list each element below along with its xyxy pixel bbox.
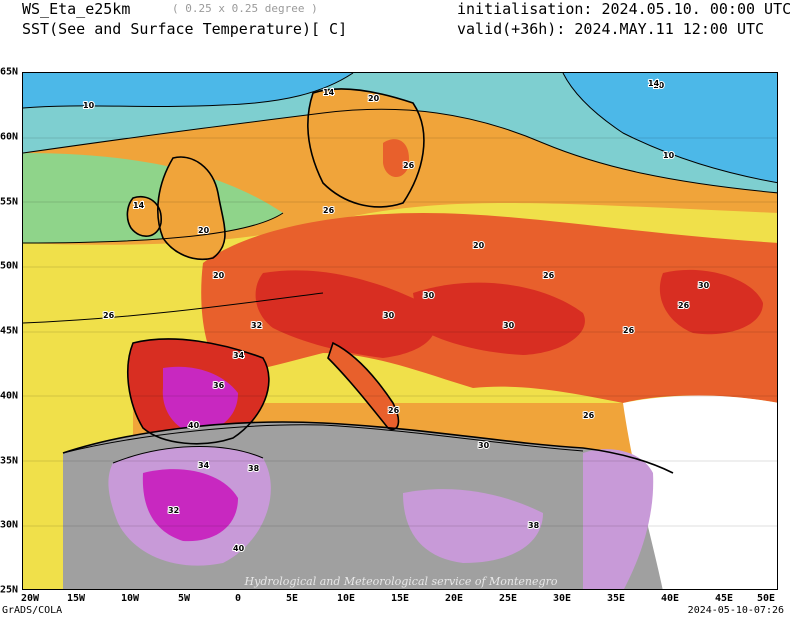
contour-label: 26	[388, 406, 400, 415]
contour-label: 40	[233, 544, 245, 553]
lat-tick-label: 65N	[0, 66, 19, 78]
contour-lines	[23, 73, 777, 464]
contour-label: 20	[473, 241, 485, 250]
contour-label: 26	[103, 311, 115, 320]
contour-label: 26	[678, 301, 690, 310]
lon-tick-label: 40E	[660, 593, 680, 604]
contour-label: 38	[528, 521, 540, 530]
lon-tick-label: 0	[234, 593, 242, 604]
contour-label: 26	[543, 271, 555, 280]
contour-label: 20	[198, 226, 210, 235]
lat-tick-label: 40N	[0, 390, 19, 402]
lon-tick-label: 20E	[444, 593, 464, 604]
lat-tick-label: 45N	[0, 325, 19, 337]
lon-tick-label: 45E	[714, 593, 734, 604]
levant-hot-zone	[583, 449, 654, 589]
scandinavia-land	[307, 88, 424, 207]
contour-label: 38	[248, 464, 260, 473]
sst-map: Hydrological and Meteorological service …	[22, 72, 778, 590]
ireland-land	[127, 196, 162, 237]
contour-label: 26	[583, 411, 595, 420]
lon-tick-label: 15E	[390, 593, 410, 604]
lon-tick-label: 5W	[177, 593, 191, 604]
italy-land	[328, 343, 399, 430]
lon-tick-label: 10W	[120, 593, 140, 604]
contour-label: 30	[503, 321, 515, 330]
contour-label: 26	[623, 326, 635, 335]
contour-label: 26	[323, 206, 335, 215]
russia-cold-zone	[563, 73, 777, 183]
contour-label: 30	[423, 291, 435, 300]
contour-label: 30	[698, 281, 710, 290]
lat-tick-label: 30N	[0, 519, 19, 531]
contour-label: 14	[133, 201, 145, 210]
contour-label: 20	[213, 271, 225, 280]
sst-map-svg: Hydrological and Meteorological service …	[23, 73, 777, 589]
contour-label: 32	[251, 321, 262, 330]
atlas-hottest-zone	[142, 469, 238, 542]
init-time: initialisation: 2024.05.10. 00:00 UTC	[457, 0, 792, 18]
lat-tick-label: 60N	[0, 131, 19, 143]
contour-label: 30	[478, 441, 490, 450]
watermark-text: Hydrological and Meteorological service …	[244, 575, 558, 588]
contour-label: 34	[198, 461, 210, 470]
lon-tick-label: 5E	[285, 593, 299, 604]
model-name: WS_Eta_e25km	[22, 0, 131, 18]
contour-label: 34	[233, 351, 245, 360]
middle-east-blank	[623, 395, 777, 589]
footer-software: GrADS/COLA	[2, 605, 63, 616]
lon-tick-label: 50E	[756, 593, 776, 604]
contour-label: 20	[368, 94, 380, 103]
contour-label: 10	[83, 101, 95, 110]
lat-tick-label: 50N	[0, 260, 19, 272]
contour-label: 32	[168, 506, 179, 515]
lon-tick-label: 20W	[20, 593, 40, 604]
contour-label: 36	[213, 381, 225, 390]
contour-label: 40	[188, 421, 200, 430]
grid-resolution: ( 0.25 x 0.25 degree )	[172, 2, 318, 15]
contour-label: 10	[653, 81, 665, 90]
lon-tick-label: 35E	[606, 593, 626, 604]
lon-tick-label: 15W	[66, 593, 86, 604]
lon-tick-label: 10E	[336, 593, 356, 604]
black-sea-east-hot-zone	[659, 269, 763, 335]
valid-time: valid(+36h): 2024.MAY.11 12:00 UTC	[457, 20, 765, 38]
contour-label: 26	[403, 161, 415, 170]
north-atlantic-cold-zone	[23, 73, 353, 108]
variable-title: SST(See and Surface Temperature)[ C]	[22, 20, 348, 38]
contour-label: 14	[648, 79, 660, 88]
coastlines	[62, 88, 674, 474]
graticule	[23, 137, 777, 527]
contour-label: 10	[663, 151, 675, 160]
contour-label: 30	[383, 311, 395, 320]
lon-tick-label: 30E	[552, 593, 572, 604]
contour-label: 14	[323, 88, 335, 97]
lat-tick-label: 35N	[0, 455, 19, 466]
lon-tick-label: 25E	[498, 593, 518, 604]
sweden-warm-spot	[383, 139, 409, 178]
libya-hot-zone	[403, 489, 543, 563]
lat-tick-label: 55N	[0, 196, 19, 207]
footer-timestamp: 2024-05-10-07:26	[687, 605, 784, 616]
central-europe-hot-zone	[255, 270, 436, 358]
iberia-hottest-zone	[162, 366, 238, 433]
lat-tick-label: 25N	[0, 584, 19, 596]
balkans-hot-zone	[413, 282, 585, 355]
